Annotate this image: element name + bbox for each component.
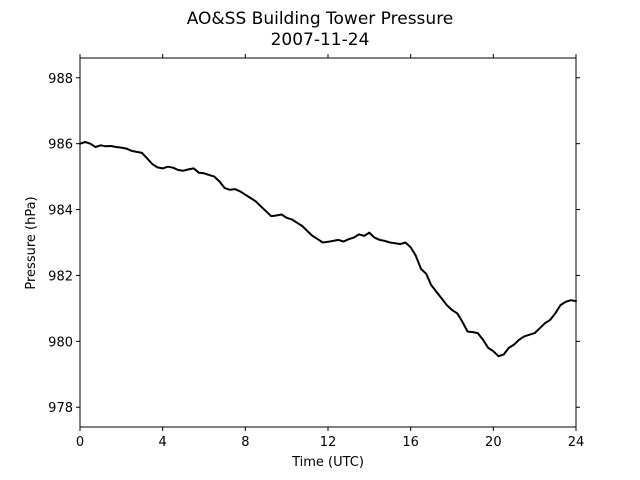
- x-tick-label: 4: [159, 435, 167, 450]
- x-tick-label: 0: [76, 435, 84, 450]
- x-tick-label: 24: [568, 435, 585, 450]
- axis-ticks: 0 4 8 12 16 20 24 978 980 982 984 986 988: [48, 54, 584, 450]
- x-axis-label: Time (UTC): [291, 455, 364, 470]
- chart-title: AO&SS Building Tower Pressure: [187, 9, 454, 29]
- y-tick-label: 982: [48, 269, 73, 284]
- x-tick-label: 20: [485, 435, 502, 450]
- y-tick-label: 986: [48, 138, 73, 153]
- y-tick-label: 978: [48, 401, 73, 416]
- x-tick-label: 8: [241, 435, 249, 450]
- y-tick-label: 980: [48, 335, 73, 350]
- y-tick-label: 988: [48, 72, 73, 87]
- plot-area-frame: [79, 57, 577, 428]
- y-tick-label: 984: [48, 204, 73, 219]
- series-layer: [79, 141, 577, 358]
- pressure-series-line: [79, 141, 577, 358]
- y-axis-label: Pressure (hPa): [24, 196, 39, 289]
- x-tick-label: 16: [402, 435, 419, 450]
- x-tick-label: 12: [320, 435, 337, 450]
- chart-subtitle: 2007-11-24: [271, 30, 370, 50]
